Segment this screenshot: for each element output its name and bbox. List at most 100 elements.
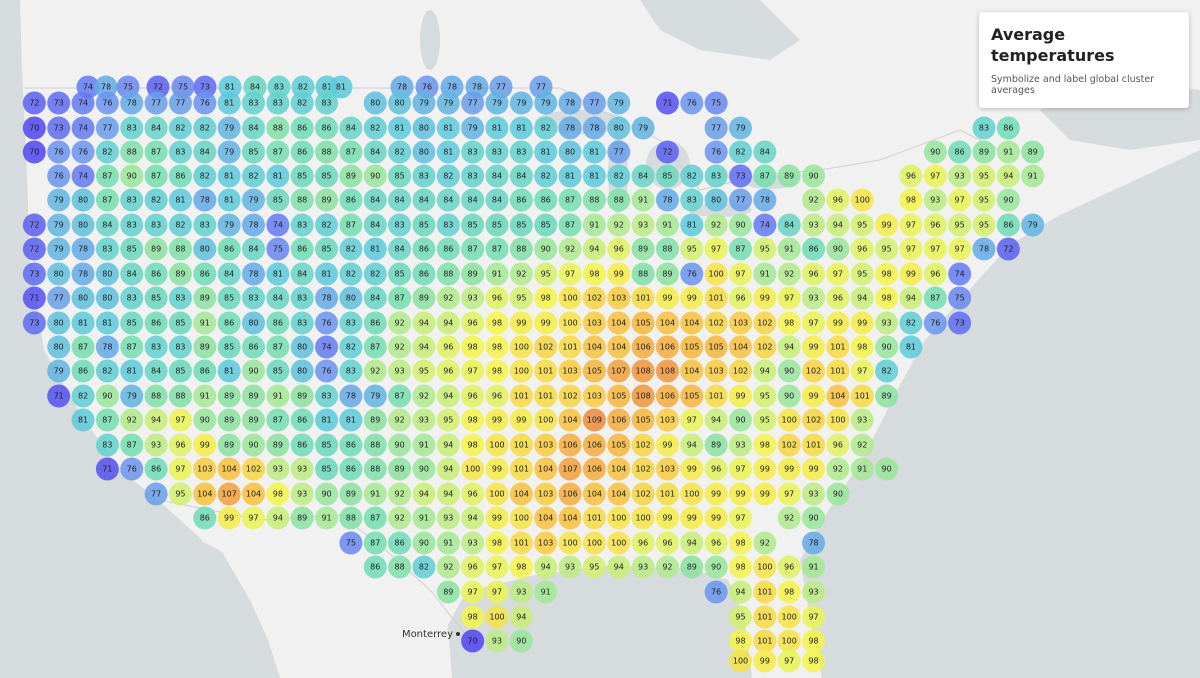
cluster-label: 96 [638,539,648,548]
cluster-label: 83 [273,99,283,108]
cluster-label: 102 [635,441,650,450]
cluster-dot [412,359,436,383]
cluster-label: 87 [760,172,770,181]
cluster-dot [777,286,801,310]
cluster-dot [266,482,290,506]
cluster-dot [850,433,874,457]
cluster-dot [607,116,631,140]
cluster-label: 77 [468,99,478,108]
cluster-dot [193,116,217,140]
cluster-dot [558,188,582,212]
cluster-dot [461,531,485,555]
cluster-label: 73 [735,172,745,181]
cluster-dot [558,457,582,481]
cluster-dot [655,482,679,506]
cluster-label: 84 [638,172,648,181]
cluster-dot [729,164,752,188]
cluster-label: 98 [589,270,599,279]
cluster-label: 87 [395,392,405,401]
cluster-label: 87 [395,294,405,303]
cluster-label: 92 [760,539,770,548]
cluster-label: 97 [906,245,916,254]
cluster-dot [242,213,265,237]
cluster-dot [607,555,631,579]
cluster-label: 100 [830,416,845,425]
cluster-label: 102 [635,465,650,474]
cluster-dot [826,237,850,261]
cluster-dot [923,262,947,286]
cluster-label: 93 [808,294,818,303]
cluster-dot [972,188,996,212]
cluster-dot [315,116,339,140]
cluster-label: 72 [29,221,39,230]
cluster-dot [436,140,460,164]
cluster-label: 81 [336,83,346,92]
cluster-label: 86 [200,270,210,279]
cluster-label: 89 [370,416,380,425]
cluster-label: 85 [273,367,283,376]
cluster-label: 91 [760,270,770,279]
cluster-label: 92 [516,270,526,279]
cluster-label: 81 [906,343,916,352]
cluster-dot [899,335,923,359]
cluster-label: 81 [541,148,551,157]
cluster-label: 87 [102,196,112,205]
cluster-label: 98 [857,343,867,352]
cluster-dot [777,384,801,408]
cluster-dot [266,286,290,310]
cluster-label: 85 [273,196,283,205]
cluster-dot [290,140,314,164]
cluster-label: 89 [346,172,356,181]
cluster-dot [339,335,363,359]
cluster-dot [315,188,339,212]
cluster-dot [47,116,71,140]
cluster-label: 77 [151,490,161,499]
cluster-dot [95,262,119,286]
cluster-dot [607,188,631,212]
cluster-label: 99 [662,441,672,450]
cluster-label: 101 [514,441,529,450]
cluster-label: 98 [735,563,745,572]
cluster-dot [47,311,71,335]
cluster-dot [120,384,144,408]
cluster-dot [120,433,144,457]
cluster-dot [168,359,192,383]
panel-subtitle: Symbolize and label global cluster avera… [991,74,1155,96]
cluster-label: 104 [684,319,699,328]
cluster-label: 83 [687,196,697,205]
cluster-label: 80 [78,294,88,303]
cluster-dot [631,213,655,237]
cluster-dot [923,286,947,310]
cluster-label: 102 [635,490,650,499]
cluster-dot [899,237,923,261]
cluster-label: 96 [443,367,453,376]
cluster-dot [388,482,412,506]
cluster-label: 74 [83,83,93,92]
cluster-label: 98 [784,319,794,328]
cluster-label: 90 [127,172,137,181]
cluster-label: 79 [443,99,453,108]
cluster-dot [948,213,972,237]
cluster-dot [193,408,217,432]
cluster-label: 81 [224,99,234,108]
cluster-dot [193,384,217,408]
cluster-dot [242,116,265,140]
cluster-dot [217,457,241,481]
cluster-label: 100 [635,514,650,523]
cluster-label: 82 [395,148,405,157]
cluster-dot [558,91,582,115]
cluster-label: 98 [784,588,794,597]
cluster-label: 105 [635,319,650,328]
cluster-dot [875,286,899,310]
cluster-dot [509,311,533,335]
cluster-dot [680,359,704,383]
cluster-label: 88 [614,196,624,205]
cluster-dot [1021,213,1045,237]
cluster-dot [729,213,752,237]
cluster-label: 104 [197,490,212,499]
cluster-label: 78 [447,83,457,92]
cluster-label: 86 [321,124,331,133]
cluster-dot [509,237,533,261]
cluster-label: 107 [611,367,626,376]
cluster-label: 78 [760,196,770,205]
